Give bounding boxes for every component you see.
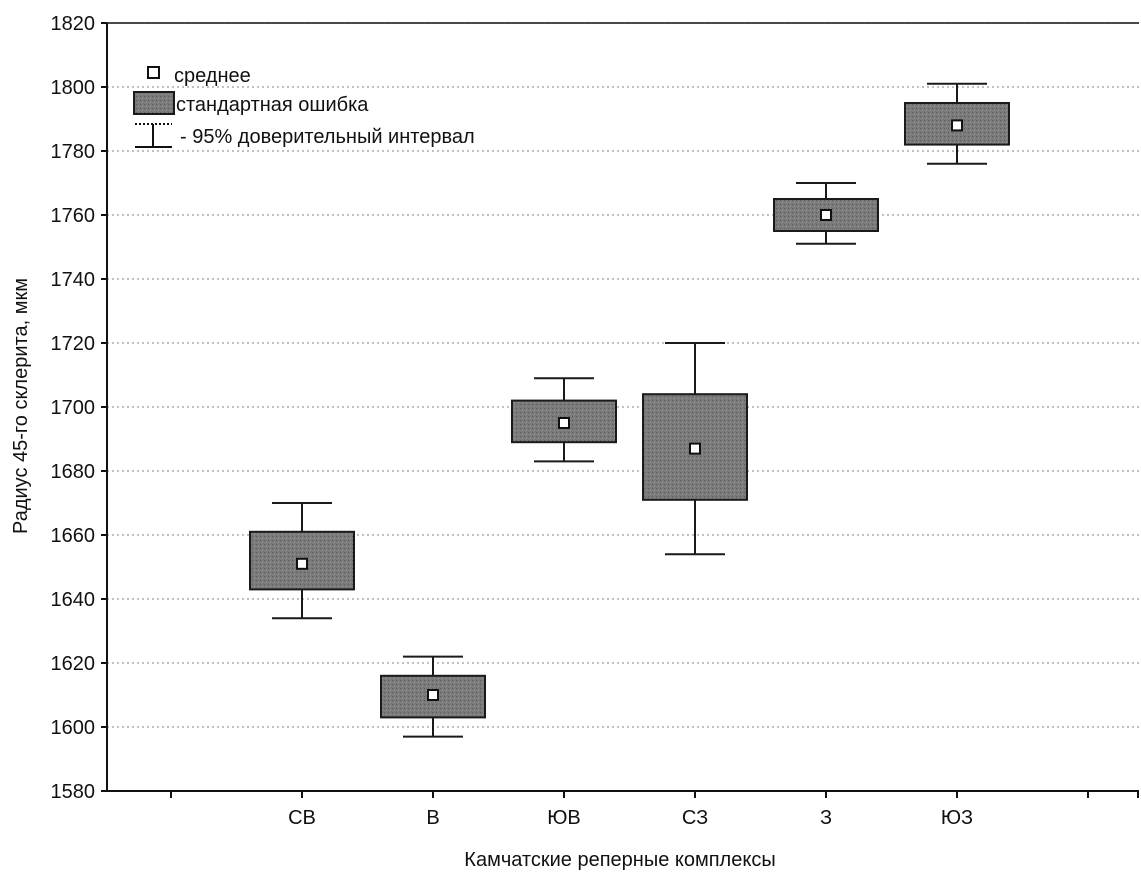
box-group-1 <box>380 655 486 738</box>
legend: среднее стандартная ошибка - 95% доверит… <box>133 65 475 148</box>
y-tick-label: 1640 <box>51 589 96 611</box>
x-tick-label: ЮВ <box>547 807 581 829</box>
mean-marker <box>689 442 701 455</box>
y-tick-label: 1600 <box>51 717 96 739</box>
legend-mean-marker <box>147 66 160 79</box>
legend-se-swatch <box>133 91 175 115</box>
x-tick-label: СВ <box>288 807 316 829</box>
y-tick-label: 1620 <box>51 653 96 675</box>
y-tick-label: 1820 <box>51 13 96 35</box>
mean-marker <box>296 557 308 570</box>
se-box <box>249 530 355 591</box>
box-group-2 <box>511 377 617 463</box>
x-tick-label: В <box>426 807 439 829</box>
y-axis-title: Радиус 45-го склерита, мкм <box>10 278 32 534</box>
y-tick-label: 1740 <box>51 269 96 291</box>
box-group-4 <box>773 182 879 245</box>
x-axis-title: Камчатские реперные комплексы <box>464 849 775 871</box>
y-tick-label: 1760 <box>51 205 96 227</box>
mean-marker <box>820 209 832 221</box>
x-tick-label: ЮЗ <box>941 807 973 829</box>
data-marks <box>249 82 1010 738</box>
legend-ci-marker <box>135 123 172 148</box>
axes: 1580 1600 1620 1640 1660 1680 1700 1720 1740 1760… <box>51 13 1139 829</box>
legend-se-label: стандартная ошибка <box>176 94 369 116</box>
legend-ci-label: - 95% доверительный интервал <box>180 126 475 148</box>
y-tick-label: 1660 <box>51 525 96 547</box>
y-tick-label: 1800 <box>51 77 96 99</box>
box-group-3 <box>642 342 748 556</box>
mean-marker <box>558 417 570 429</box>
x-tick-label: СЗ <box>682 807 708 829</box>
mean-marker <box>427 689 439 701</box>
y-tick-label: 1680 <box>51 461 96 483</box>
y-tick-label: 1720 <box>51 333 96 355</box>
y-tick-label: 1780 <box>51 141 96 163</box>
mean-marker <box>951 119 963 132</box>
y-tick-label: 1700 <box>51 397 96 419</box>
y-tick-label: 1580 <box>51 781 96 803</box>
x-tick-label: З <box>820 807 832 829</box>
legend-mean-label: среднее <box>174 65 251 87</box>
box-group-5 <box>904 82 1010 165</box>
box-group-0 <box>249 502 355 620</box>
